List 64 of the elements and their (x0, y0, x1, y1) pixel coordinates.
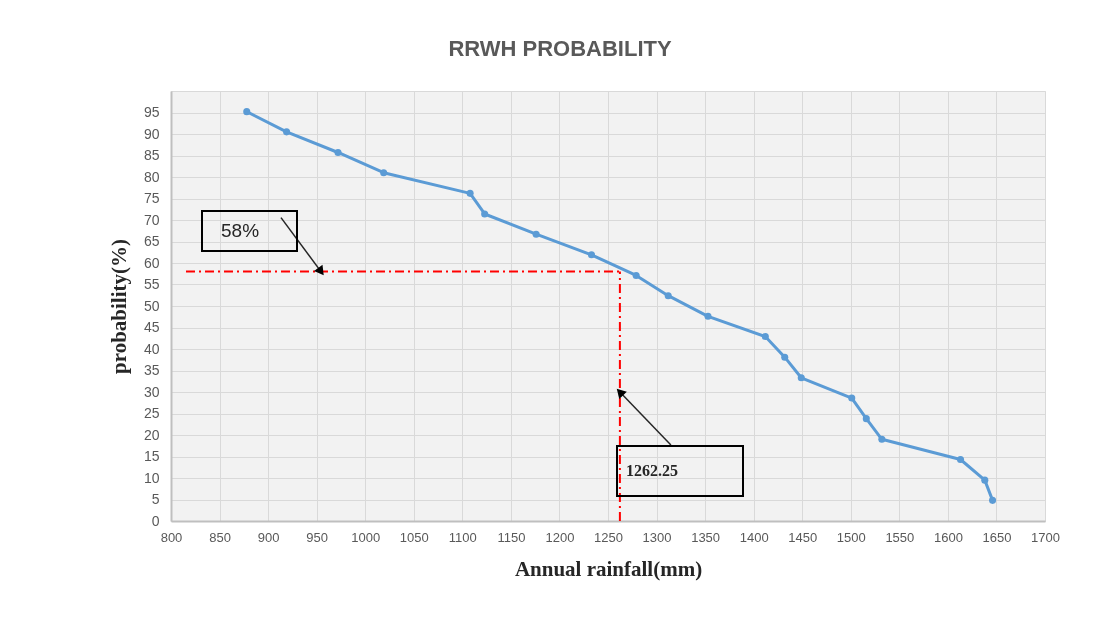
point (283, 128, 291, 136)
y-tick-label: 25 (143, 405, 160, 421)
x-tick-label: 1400 (739, 529, 769, 545)
x-tick-label: 1250 (594, 529, 623, 545)
ref-line-label: 58% (221, 219, 260, 241)
point (781, 353, 789, 361)
y-tick-label: 60 (143, 254, 160, 271)
point (334, 148, 342, 157)
y-tick-label: 5 (151, 491, 160, 507)
x-tick-label: 1500 (836, 529, 866, 545)
x-tick-label: 1700 (1031, 529, 1060, 545)
chart-title: RRWH PROBABILITY (448, 36, 672, 61)
x-tick-label: 850 (209, 529, 231, 545)
point (878, 435, 886, 443)
x-tick-label: 1000 (351, 529, 381, 545)
y-tick-label: 35 (143, 362, 160, 378)
x-tick-label: 1350 (691, 529, 721, 545)
x-tick-label: 1200 (545, 529, 575, 545)
x-tick-label: 1450 (788, 529, 818, 545)
y-tick-label: 10 (143, 469, 160, 486)
x-axis-title: Annual rainfall(mm) (514, 556, 703, 581)
y-tick-label: 55 (143, 276, 160, 292)
y-tick-label: 85 (143, 147, 160, 163)
point (797, 374, 805, 382)
y-tick-label: 90 (143, 125, 160, 142)
point (587, 251, 596, 259)
point (664, 292, 672, 300)
x-tick-label: 900 (257, 529, 280, 545)
point (862, 415, 870, 423)
x-tick-label: 1300 (642, 529, 672, 545)
y-tick-label: 45 (143, 319, 160, 335)
y-tick-label: 65 (143, 233, 160, 249)
point (956, 455, 965, 464)
y-tick-label: 0 (151, 512, 160, 529)
x-tick-label: 1050 (399, 529, 429, 545)
y-axis-title: probability(%) (106, 239, 131, 374)
ref-line-label: 1262.25 (625, 462, 678, 479)
y-tick-label: 40 (143, 340, 160, 357)
point (532, 230, 540, 238)
y-tick-label: 50 (143, 297, 160, 314)
point (380, 169, 388, 177)
point (848, 394, 856, 402)
x-tick-label: 1650 (982, 529, 1012, 545)
x-tick-label: 950 (306, 529, 329, 545)
y-tick-label: 15 (143, 448, 160, 464)
y-tick-label: 20 (143, 426, 160, 443)
point (481, 210, 489, 218)
y-tick-label: 70 (143, 211, 160, 228)
y-tick-label: 80 (143, 168, 160, 185)
x-tick-label: 1100 (448, 529, 477, 545)
point (981, 476, 989, 484)
point (243, 108, 251, 116)
y-tick-label: 30 (143, 383, 160, 400)
x-tick-label: 800 (160, 529, 183, 545)
point (466, 189, 474, 197)
point (761, 333, 769, 341)
point (704, 312, 712, 320)
x-tick-label: 1600 (933, 529, 963, 545)
y-tick-label: 95 (143, 104, 160, 120)
point (632, 271, 640, 279)
y-tick-label: 75 (143, 190, 160, 206)
x-tick-label: 1150 (497, 529, 526, 545)
point (989, 496, 997, 504)
x-tick-label: 1550 (885, 529, 915, 545)
